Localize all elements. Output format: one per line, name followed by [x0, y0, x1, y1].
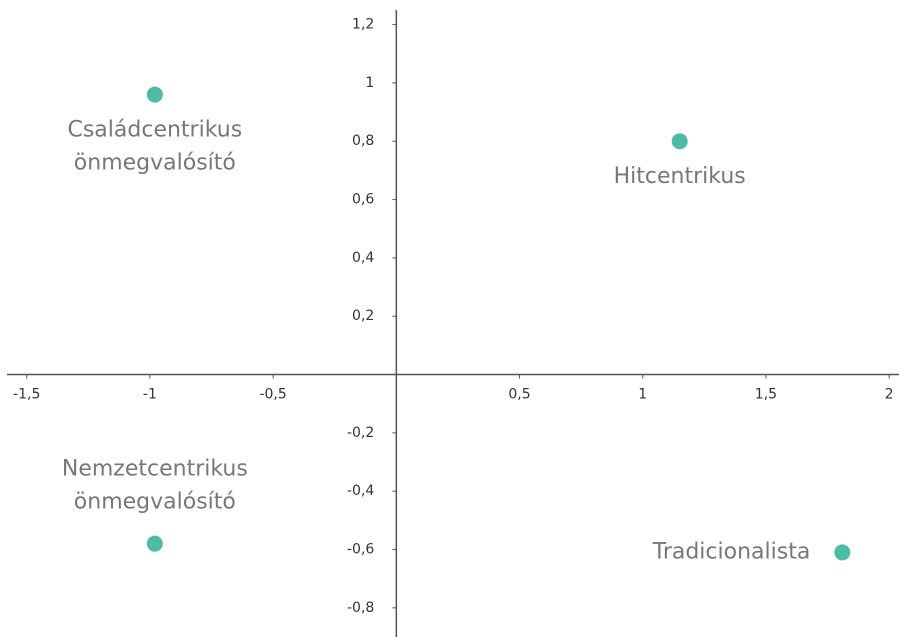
y-tick-label: 0,6: [352, 192, 374, 208]
point: [146, 86, 163, 103]
y-tick-label: -0,4: [347, 483, 374, 499]
point: [671, 133, 688, 150]
point-label: önmegvalósító: [74, 490, 236, 515]
y-tick-label: 0,8: [352, 133, 374, 149]
x-tick-label: -0,5: [259, 387, 286, 403]
point-label: önmegvalósító: [74, 151, 236, 176]
point-label: Családcentrikus: [67, 118, 242, 143]
y-tick-label: 1: [365, 75, 374, 91]
point-label: Tradicionalista: [652, 539, 811, 564]
point-label: Nemzetcentrikus: [62, 457, 248, 482]
point: [146, 535, 163, 552]
point: [834, 544, 851, 561]
x-tick-label: 2: [885, 387, 894, 403]
x-tick-label: 0,5: [508, 387, 530, 403]
y-tick-label: -0,6: [347, 542, 374, 558]
y-tick-label: -0,2: [347, 425, 374, 441]
y-tick-label: -0,8: [347, 600, 374, 616]
x-tick-label: -1: [143, 387, 157, 403]
y-tick-label: 0,2: [352, 308, 374, 324]
x-tick-label: 1,5: [755, 387, 777, 403]
x-tick-label: -1,5: [13, 387, 40, 403]
y-tick-label: 1,2: [352, 17, 374, 33]
x-tick-label: 1: [638, 387, 647, 403]
point-label: Hitcentrikus: [614, 164, 746, 189]
y-tick-label: 0,4: [352, 250, 374, 266]
